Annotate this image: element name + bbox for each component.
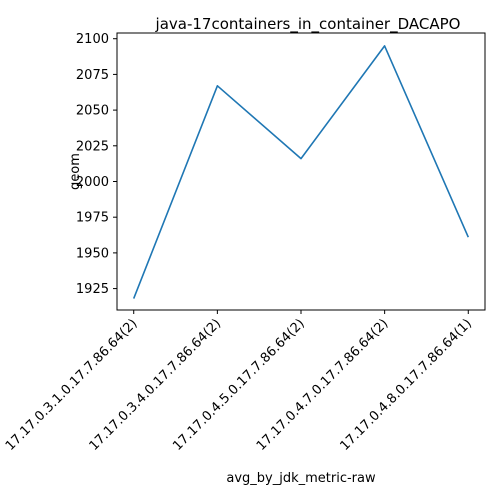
chart-title: java-17containers_in_container_DACAPO [155,15,461,34]
y-tick-label: 1925 [76,282,109,297]
x-tick-label: 17.17.0.4.8.0.17.7.86.64(1) [337,316,475,454]
y-axis-title: geom [68,153,83,190]
y-tick-label: 1975 [76,211,109,226]
y-axis: 1925 1950 1975 2000 2025 2050 2075 2100 [76,32,117,297]
x-tick-label: 17.17.0.3.1.0.17.7.86.64(2) [3,316,141,454]
x-tick-label: 17.17.0.4.5.0.17.7.86.64(2) [170,316,308,454]
y-tick-label: 2025 [76,139,109,154]
x-axis: 17.17.0.3.1.0.17.7.86.64(2)17.17.0.3.4.0… [3,310,475,454]
x-tick-label: 17.17.0.3.4.0.17.7.86.64(2) [87,316,225,454]
plot-area [116,32,486,311]
x-axis-title: avg_by_jdk_metric-raw [226,471,376,486]
y-tick-label: 1950 [76,246,109,261]
y-tick-label: 2050 [76,104,109,119]
y-tick-label: 2100 [76,32,109,47]
y-tick-label: 2075 [76,68,109,83]
series-line [132,45,470,299]
x-tick-label: 17.17.0.4.7.0.17.7.86.64(2) [254,316,392,454]
y-tick-label: 2000 [76,175,109,190]
